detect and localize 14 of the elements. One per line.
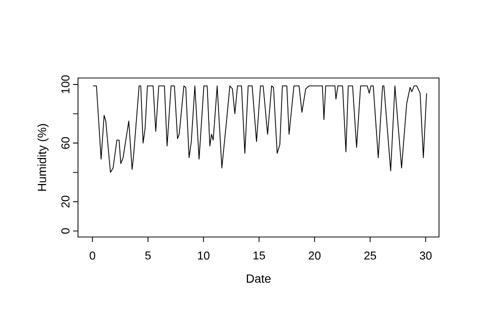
x-tick-label: 10 bbox=[198, 252, 210, 260]
y-tick-label: 0 bbox=[61, 228, 70, 234]
x-tick-label: 30 bbox=[420, 252, 432, 260]
x-axis-title: Date bbox=[246, 274, 271, 283]
x-tick-label: 20 bbox=[308, 252, 321, 260]
y-tick-label: 100 bbox=[61, 75, 70, 94]
x-tick-label: 15 bbox=[254, 252, 265, 260]
x-tick-label: 5 bbox=[145, 252, 151, 260]
x-tick-label: 25 bbox=[364, 252, 376, 260]
x-tick-label: 0 bbox=[90, 252, 96, 260]
y-tick-label: 60 bbox=[61, 137, 70, 149]
y-axis-title: Humidity (%) bbox=[37, 124, 49, 191]
line-series bbox=[92, 86, 427, 173]
y-tick-label: 20 bbox=[61, 196, 70, 208]
